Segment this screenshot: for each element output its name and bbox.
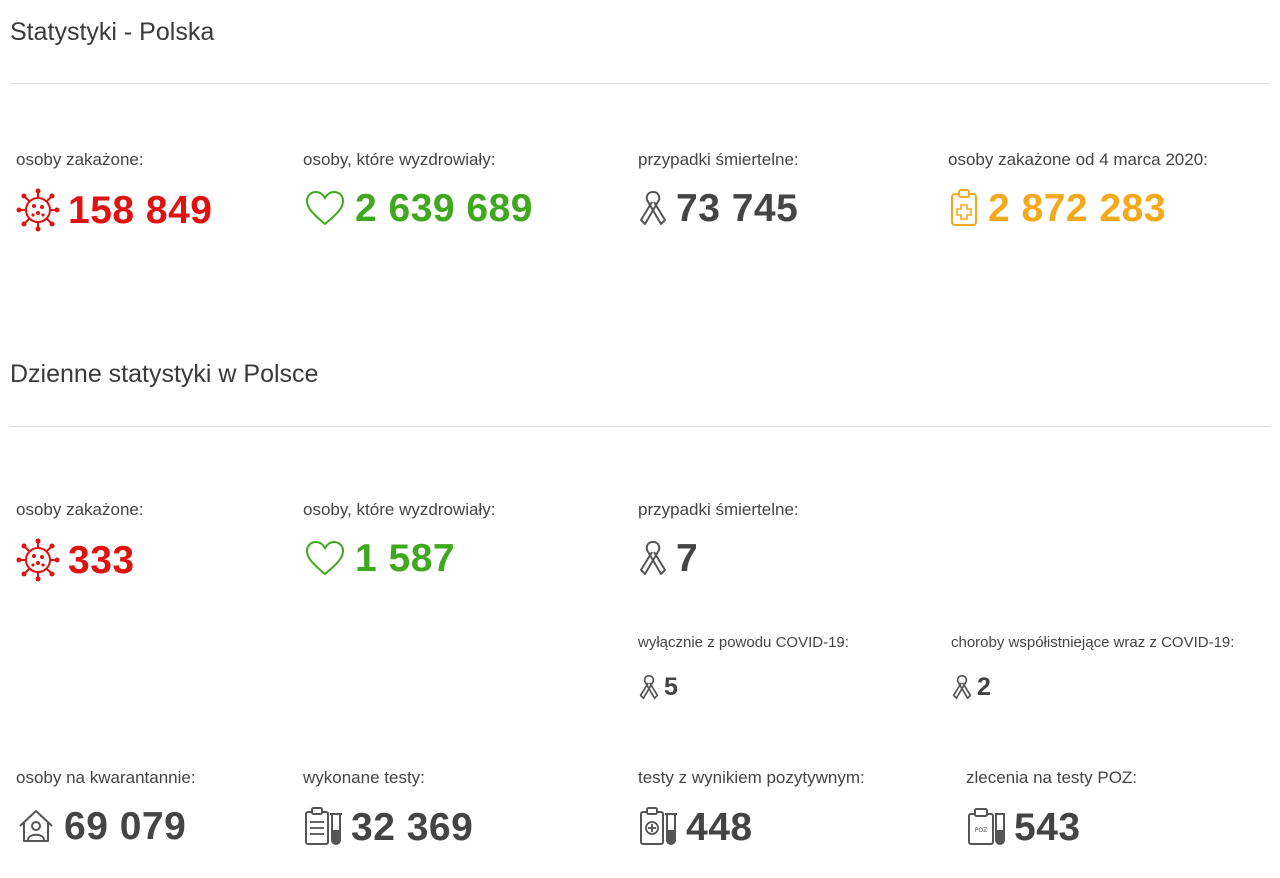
svg-text:POZ: POZ bbox=[975, 827, 987, 834]
heart-icon bbox=[303, 188, 347, 228]
stat-value: 2 bbox=[977, 672, 992, 701]
stat-daily-positive-tests: testy z wynikiem pozytywnym: 448 bbox=[638, 768, 865, 848]
stat-label: osoby, które wyzdrowiały: bbox=[303, 150, 496, 169]
stat-label: zlecenia na testy POZ: bbox=[966, 768, 1138, 787]
stat-daily-tests: wykonane testy: 32 369 bbox=[303, 768, 473, 848]
stat-daily-deaths: przypadki śmiertelne: 7 bbox=[638, 500, 799, 578]
ribbon-icon bbox=[638, 673, 660, 701]
poz-test-icon: POZ bbox=[966, 806, 1006, 848]
stat-label: przypadki śmiertelne: bbox=[638, 150, 799, 169]
stat-value: 543 bbox=[1014, 805, 1081, 849]
section-title-daily: Dzienne statystyki w Polsce bbox=[10, 360, 319, 388]
stat-label: przypadki śmiertelne: bbox=[638, 500, 799, 519]
stat-overall-recovered: osoby, które wyzdrowiały: 2 639 689 bbox=[303, 150, 533, 228]
ribbon-icon bbox=[638, 538, 668, 578]
stat-daily-quarantine: osoby na kwarantannie: 69 079 bbox=[16, 768, 196, 846]
stat-daily-comorbid: choroby współistniejące wraz z COVID-19:… bbox=[951, 634, 1234, 701]
stat-daily-infected: osoby zakażone: 333 bbox=[16, 500, 144, 582]
stat-value: 32 369 bbox=[351, 805, 474, 849]
house-person-icon bbox=[16, 806, 56, 846]
positive-test-icon bbox=[638, 806, 678, 848]
stat-value: 73 745 bbox=[676, 186, 799, 230]
clipboard-test-tube-icon bbox=[303, 806, 343, 848]
stat-daily-covid-only: wyłącznie z powodu COVID-19: 5 bbox=[638, 634, 849, 701]
stat-daily-poz-orders: zlecenia na testy POZ: POZ 543 bbox=[966, 768, 1137, 848]
divider bbox=[10, 83, 1270, 84]
stat-value: 2 872 283 bbox=[988, 186, 1167, 230]
stat-label: osoby zakażone od 4 marca 2020: bbox=[948, 150, 1208, 169]
stat-value: 2 639 689 bbox=[355, 186, 534, 230]
stat-label: osoby, które wyzdrowiały: bbox=[303, 500, 496, 519]
stat-daily-recovered: osoby, które wyzdrowiały: 1 587 bbox=[303, 500, 495, 578]
stat-label: osoby na kwarantannie: bbox=[16, 768, 196, 787]
virus-icon bbox=[16, 538, 60, 582]
ribbon-icon bbox=[951, 673, 973, 701]
heart-icon bbox=[303, 538, 347, 578]
stat-label: osoby zakażone: bbox=[16, 500, 144, 519]
stat-overall-infected: osoby zakażone: 158 849 bbox=[16, 150, 212, 232]
stat-value: 448 bbox=[686, 805, 753, 849]
stat-label: osoby zakażone: bbox=[16, 150, 144, 169]
divider bbox=[10, 426, 1270, 427]
stat-label: wykonane testy: bbox=[303, 768, 425, 787]
stat-value: 69 079 bbox=[64, 804, 187, 848]
ribbon-icon bbox=[638, 188, 668, 228]
virus-icon bbox=[16, 188, 60, 232]
stat-value: 333 bbox=[68, 538, 135, 582]
stat-overall-total: osoby zakażone od 4 marca 2020: 2 872 28… bbox=[948, 150, 1208, 228]
stat-value: 1 587 bbox=[355, 536, 456, 580]
stat-overall-deaths: przypadki śmiertelne: 73 745 bbox=[638, 150, 799, 228]
stat-label: wyłącznie z powodu COVID-19: bbox=[638, 634, 849, 651]
clipboard-medical-icon bbox=[948, 188, 980, 228]
stat-label: choroby współistniejące wraz z COVID-19: bbox=[951, 634, 1235, 651]
stat-value: 158 849 bbox=[68, 188, 213, 232]
section-title-overall: Statystyki - Polska bbox=[10, 18, 215, 46]
stat-value: 5 bbox=[664, 672, 679, 701]
stat-value: 7 bbox=[676, 536, 699, 580]
stat-label: testy z wynikiem pozytywnym: bbox=[638, 768, 865, 787]
